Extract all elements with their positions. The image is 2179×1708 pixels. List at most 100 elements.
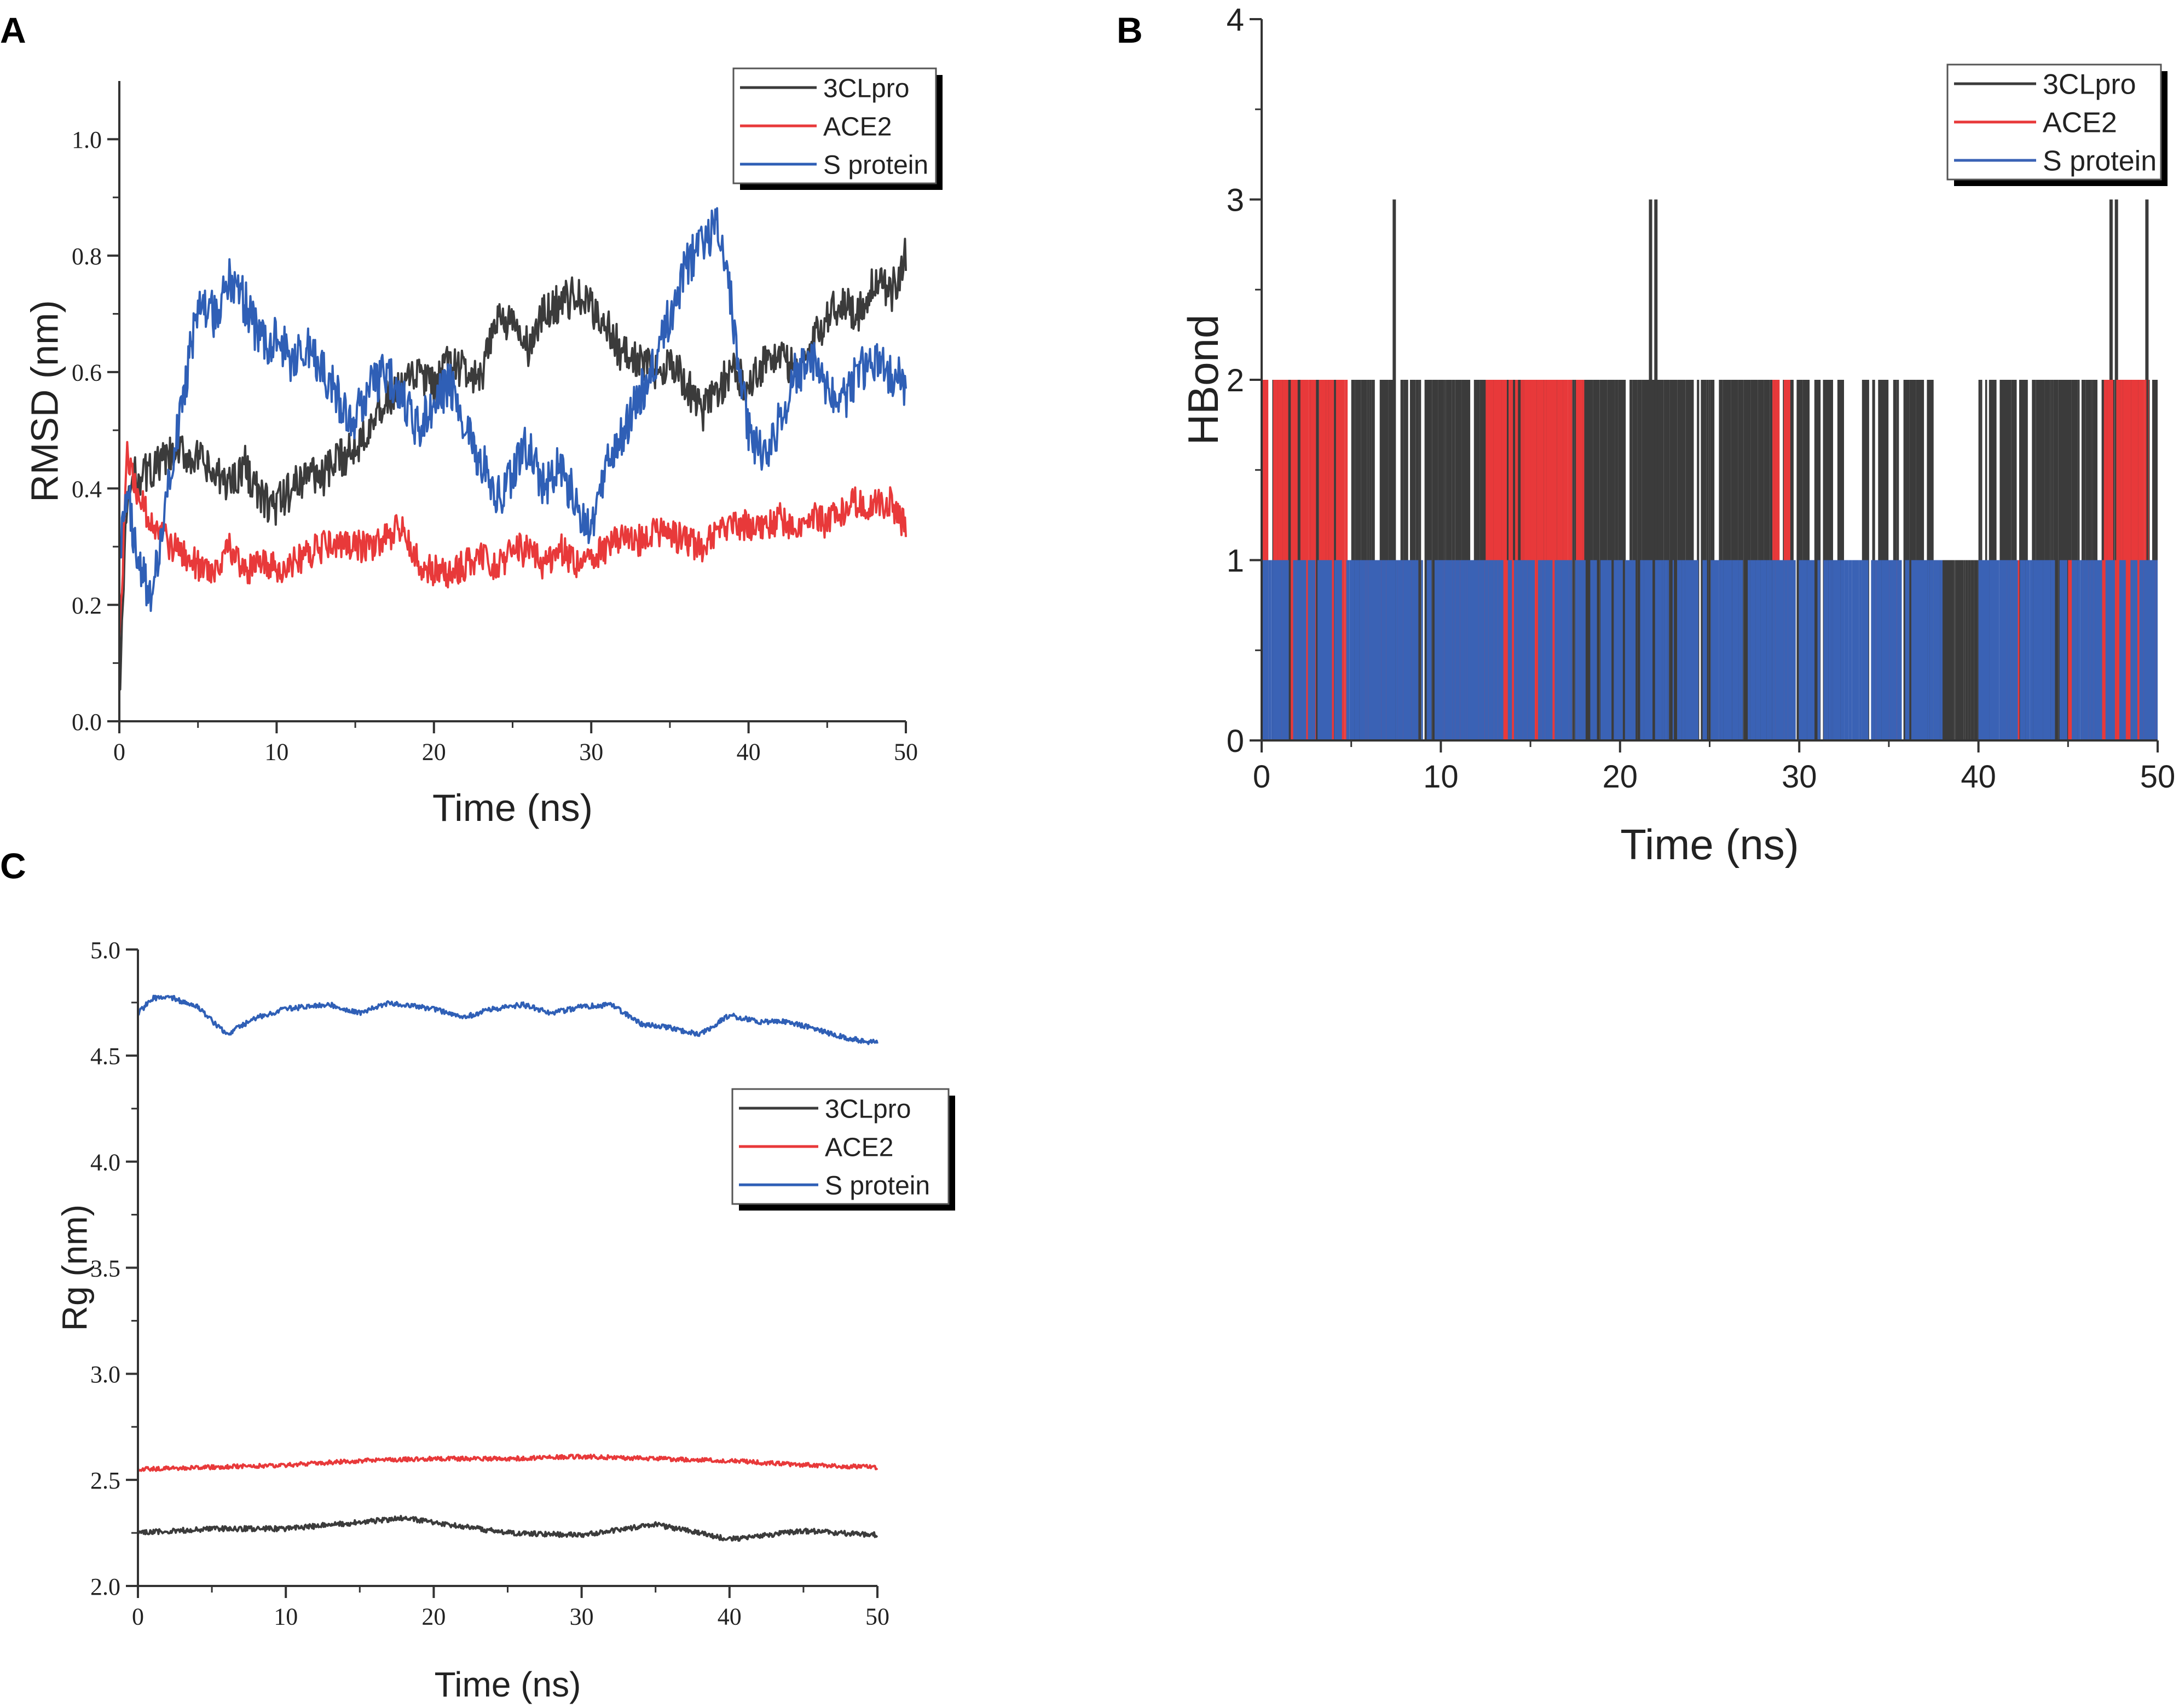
hbond-bar — [1685, 560, 1694, 740]
hbond-bar — [1750, 560, 1756, 740]
hbond-bar — [2046, 560, 2051, 740]
hbond-bar — [1484, 560, 1487, 740]
series-line-ace2 — [137, 1454, 878, 1472]
hbond-bar — [1367, 560, 1368, 740]
hbond-bar — [2080, 560, 2083, 740]
hbond-bar — [1411, 560, 1419, 740]
hbond-bar — [1391, 560, 1396, 740]
panel-c: C 0 10 20 30 40 50 2.0 2.5 3.0 3.5 4.0 4.5 5.0 Time (n… — [0, 846, 955, 1704]
hbond-bar — [1974, 560, 1978, 740]
hbond-bar — [1507, 560, 1512, 740]
hbond-bar — [1625, 560, 1633, 740]
hbond-bar — [1942, 560, 1945, 740]
hbond-bar — [1807, 560, 1815, 740]
hbond-bar — [1667, 560, 1669, 740]
hbond-bar — [1852, 560, 1859, 740]
hbond-bar — [1940, 560, 1943, 740]
hbond-bar — [1311, 560, 1314, 740]
legend: 3CLpro ACE2 S protein — [732, 67, 943, 190]
hbond-bar — [2152, 560, 2156, 740]
y-tick-label: 3 — [1227, 182, 1244, 218]
hbond-bar — [2025, 560, 2030, 740]
hbond-bar — [2030, 560, 2033, 740]
y-tick-label: 2.5 — [90, 1467, 120, 1494]
hbond-bar — [1848, 560, 1852, 740]
panel-label: C — [0, 846, 26, 886]
hbond-bar — [2059, 560, 2067, 740]
hbond-bar — [1963, 560, 1966, 740]
hbond-bar — [1662, 560, 1664, 740]
hbond-bar — [2072, 560, 2078, 740]
hbond-bar — [1999, 560, 2007, 740]
x-tick-label: 50 — [2140, 759, 2176, 795]
hbond-bar — [2050, 560, 2055, 740]
hbond-bar — [1681, 560, 1685, 740]
hbond-bar — [2130, 560, 2133, 740]
x-tick-label: 40 — [1961, 759, 1996, 795]
hbond-bar — [1545, 560, 1550, 740]
x-axis-title: Time (ns) — [1620, 820, 1799, 869]
hbond-bar — [1467, 560, 1475, 740]
hbond-bar — [1862, 560, 1869, 740]
x-tick-label: 50 — [865, 1603, 889, 1630]
hbond-bar — [2119, 560, 2126, 740]
hbond-bar — [1708, 380, 1710, 740]
hbond-bar — [1344, 380, 1346, 740]
panel-b: B 0 10 20 30 40 50 0 1 2 3 4 Time (ns) HBond 3CLpro ACE… — [1117, 2, 2175, 869]
hbond-bar — [1498, 560, 1504, 740]
hbond-bar — [2113, 560, 2115, 740]
hbond-bar — [2053, 380, 2059, 740]
y-tick-label: 2 — [1227, 363, 1244, 398]
legend-label: ACE2 — [823, 112, 892, 141]
hbond-bar — [1531, 560, 1535, 740]
hbond-bar — [1575, 560, 1579, 740]
hbond-bar — [1524, 560, 1528, 740]
hbond-bar — [1970, 560, 1974, 740]
hbond-bar — [1368, 560, 1377, 740]
hbond-bar — [1386, 560, 1391, 740]
x-tick-label: 0 — [132, 1603, 144, 1630]
y-tick-label: 0.2 — [72, 592, 102, 619]
hbond-bar — [1359, 560, 1364, 740]
hbond-bar — [1840, 560, 1845, 740]
hbond-bar — [1738, 560, 1743, 740]
hbond-bar — [1527, 560, 1531, 740]
axes: A 0 10 20 30 40 50 0.0 0.2 0.4 0.6 0.8 1.0 Time (ns) R… — [0, 10, 918, 829]
hbond-bar — [2058, 380, 2060, 740]
hbond-bar — [1325, 560, 1332, 740]
hbond-bar — [1517, 560, 1523, 740]
hbond-bar — [1859, 560, 1862, 740]
hbond-bar — [1732, 560, 1739, 740]
plot-area — [118, 207, 907, 691]
hbond-bar — [1955, 560, 1962, 740]
hbond-bar — [1514, 560, 1518, 740]
y-axis-title: HBond — [1179, 315, 1227, 445]
hbond-bar — [2139, 560, 2144, 740]
hbond-bar — [1992, 560, 1999, 740]
hbond-bar — [1551, 380, 1557, 740]
hbond-bar — [1478, 560, 1485, 740]
series-line-3clpro — [137, 1515, 878, 1542]
hbond-bar — [1432, 380, 1436, 740]
hbond-bar — [1419, 380, 1421, 740]
hbond-bar — [1897, 560, 1902, 740]
legend: 3CLpro ACE2 S protein — [1946, 63, 2168, 186]
hbond-bar — [2043, 560, 2047, 740]
hbond-bar — [1511, 380, 1513, 740]
hbond-bar — [1455, 560, 1460, 740]
y-tick-label: 1 — [1227, 543, 1244, 578]
hbond-bar — [1271, 560, 1273, 740]
hbond-bar — [2105, 560, 2113, 740]
hbond-bar — [1494, 560, 1498, 740]
hbond-bar — [1947, 560, 1955, 740]
hbond-bar — [1314, 560, 1316, 740]
hbond-bar — [1945, 560, 1947, 740]
legend-label: ACE2 — [825, 1133, 893, 1162]
legend-label: 3CLpro — [2043, 69, 2136, 101]
hbond-bar — [1443, 560, 1445, 740]
x-tick-label: 0 — [113, 738, 125, 765]
y-tick-label: 2.0 — [90, 1573, 120, 1600]
hbond-bar — [1501, 380, 1507, 740]
hbond-peak — [1392, 199, 1396, 740]
y-tick-label: 4.0 — [90, 1149, 120, 1176]
